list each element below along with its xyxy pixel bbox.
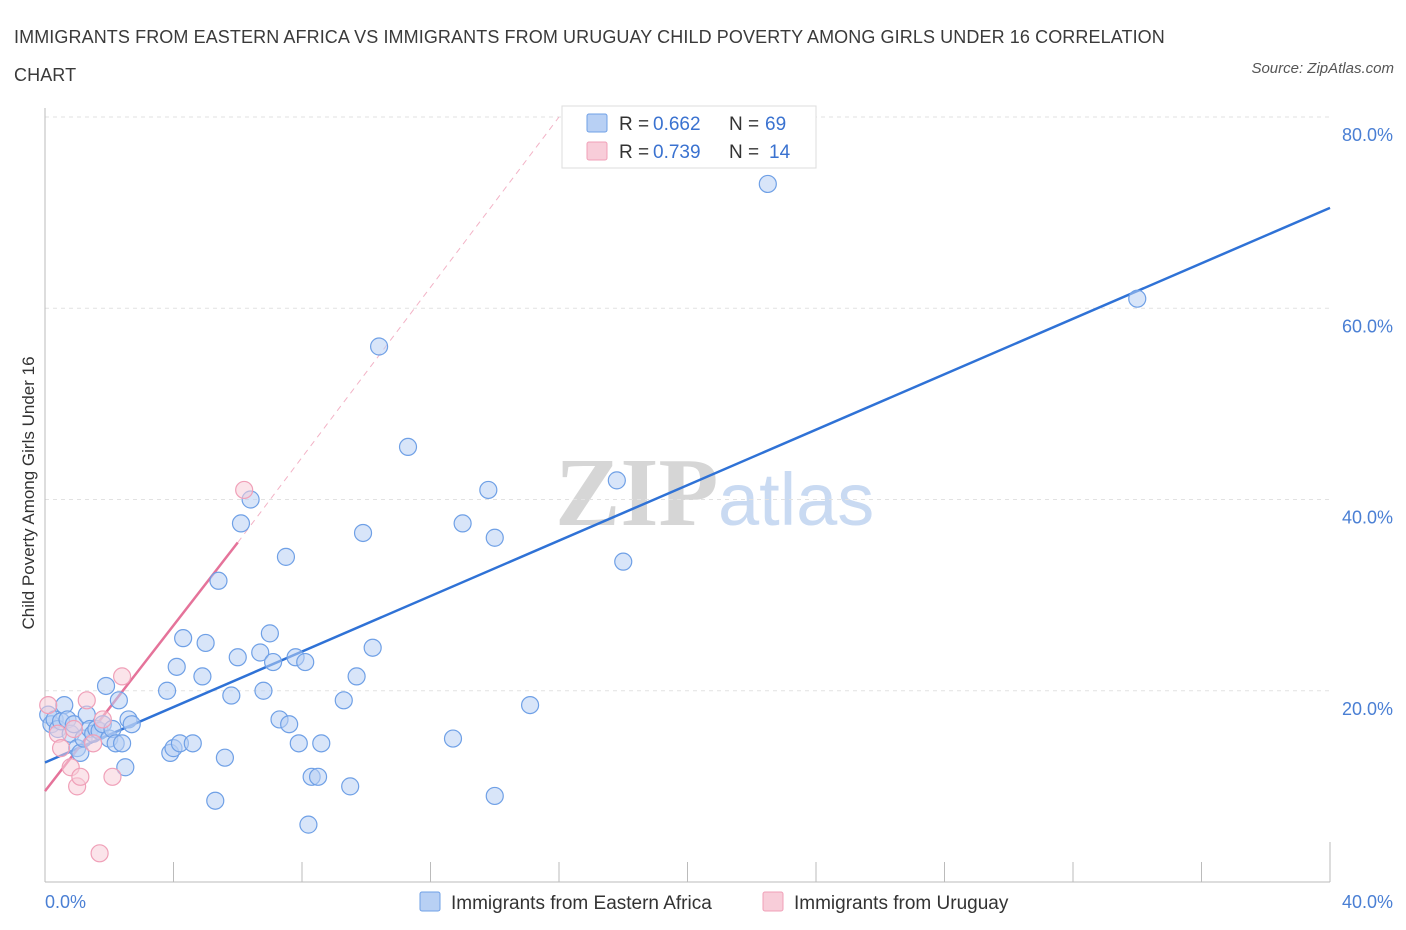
point-eastern-africa — [443, 729, 463, 748]
point-eastern-africa — [122, 715, 141, 734]
point-eastern-africa — [174, 629, 193, 648]
trend-line-0 — [44, 206, 1331, 764]
axes — [44, 108, 1331, 883]
point-eastern-africa — [251, 643, 270, 662]
point-eastern-africa — [479, 480, 498, 500]
legend-swatch-uruguay — [586, 141, 608, 161]
point-eastern-africa — [112, 734, 132, 753]
point-uruguay — [51, 739, 71, 758]
point-uruguay — [77, 691, 96, 710]
point-eastern-africa — [228, 648, 247, 667]
point-eastern-africa — [614, 552, 633, 571]
point-eastern-africa — [109, 691, 128, 710]
y-axis-title: Child Poverty Among Girls Under 16 — [19, 356, 38, 629]
point-eastern-africa — [263, 652, 283, 672]
point-eastern-africa — [341, 777, 360, 796]
point-eastern-africa — [260, 624, 279, 643]
point-eastern-africa — [193, 667, 212, 686]
series-legend-label-uruguay: Immigrants from Uruguay — [794, 893, 1009, 914]
point-eastern-africa — [206, 791, 225, 810]
point-eastern-africa — [308, 767, 328, 786]
point-uruguay — [90, 844, 109, 863]
point-eastern-africa — [167, 657, 186, 676]
legend-n-value-uruguay: 14 — [769, 142, 791, 163]
data-points — [39, 174, 1147, 863]
chart-title: IMMIGRANTS FROM EASTERN AFRICA VS IMMIGR… — [14, 27, 1165, 85]
point-eastern-africa — [607, 471, 626, 490]
point-eastern-africa — [485, 528, 504, 547]
point-eastern-africa — [520, 695, 540, 715]
point-eastern-africa — [363, 638, 382, 657]
legend-r-value-uruguay: 0.739 — [653, 142, 701, 163]
watermark-zip: ZIP — [555, 439, 718, 547]
y-tick-label: 60.0% — [1342, 316, 1393, 336]
point-eastern-africa — [453, 514, 472, 533]
series-legend-swatch-eastern-africa — [419, 891, 441, 912]
tick-labels: 20.0% 40.0% 60.0% 80.0% 0.0% 40.0% — [45, 125, 1393, 912]
trend-extension-1 — [237, 116, 560, 543]
point-uruguay — [84, 734, 103, 753]
legend-r-label-uruguay: R = — [619, 142, 649, 163]
point-uruguay — [112, 667, 132, 686]
legend-swatch-eastern-africa — [586, 113, 608, 133]
chart-source: Source: ZipAtlas.com — [1251, 60, 1394, 77]
point-eastern-africa — [758, 174, 777, 194]
grid-lines — [45, 116, 1330, 692]
point-eastern-africa — [231, 514, 251, 533]
point-eastern-africa — [116, 758, 135, 777]
point-eastern-africa — [276, 547, 296, 566]
x-tick-label: 40.0% — [1342, 892, 1393, 912]
point-eastern-africa — [398, 437, 418, 457]
point-eastern-africa — [347, 667, 366, 686]
y-tick-label: 20.0% — [1342, 699, 1393, 719]
legend-n-label-uruguay: N = — [729, 142, 759, 163]
legend-n-label-eastern-africa: N = — [729, 114, 759, 135]
point-eastern-africa — [353, 523, 373, 543]
watermark: ZIP atlas — [555, 439, 874, 547]
series-legend-label-eastern-africa: Immigrants from Eastern Africa — [451, 893, 712, 914]
point-eastern-africa — [299, 815, 318, 834]
point-eastern-africa — [296, 652, 315, 672]
point-eastern-africa — [254, 681, 273, 700]
point-eastern-africa — [196, 633, 215, 653]
point-eastern-africa — [485, 786, 504, 806]
point-uruguay — [93, 710, 112, 729]
point-eastern-africa — [157, 681, 177, 700]
y-tick-label: 40.0% — [1342, 508, 1393, 528]
point-uruguay — [64, 719, 84, 739]
x-tick-label: 0.0% — [45, 892, 86, 912]
point-uruguay — [235, 480, 254, 500]
legend-r-value-eastern-africa: 0.662 — [653, 114, 701, 135]
series-legend: Immigrants from Eastern Africa Immigrant… — [419, 891, 1009, 914]
legend-n-value-eastern-africa: 69 — [765, 114, 786, 135]
correlation-legend: R = 0.662 N = 69 R = 0.739 N = 14 — [561, 105, 817, 169]
point-uruguay — [39, 695, 58, 715]
point-eastern-africa — [215, 748, 234, 767]
series-legend-swatch-uruguay — [762, 891, 784, 912]
point-eastern-africa — [289, 734, 308, 753]
point-uruguay — [71, 767, 90, 786]
point-eastern-africa — [280, 715, 299, 734]
point-eastern-africa — [370, 337, 389, 356]
point-uruguay — [103, 767, 122, 786]
point-eastern-africa — [183, 734, 202, 753]
point-eastern-africa — [312, 734, 331, 753]
point-eastern-africa — [209, 571, 228, 590]
point-eastern-africa — [222, 686, 241, 705]
y-tick-label: 80.0% — [1342, 125, 1393, 145]
legend-r-label-eastern-africa: R = — [619, 114, 649, 135]
point-eastern-africa — [334, 691, 353, 710]
point-eastern-africa — [96, 676, 116, 696]
point-eastern-africa — [1128, 289, 1147, 308]
